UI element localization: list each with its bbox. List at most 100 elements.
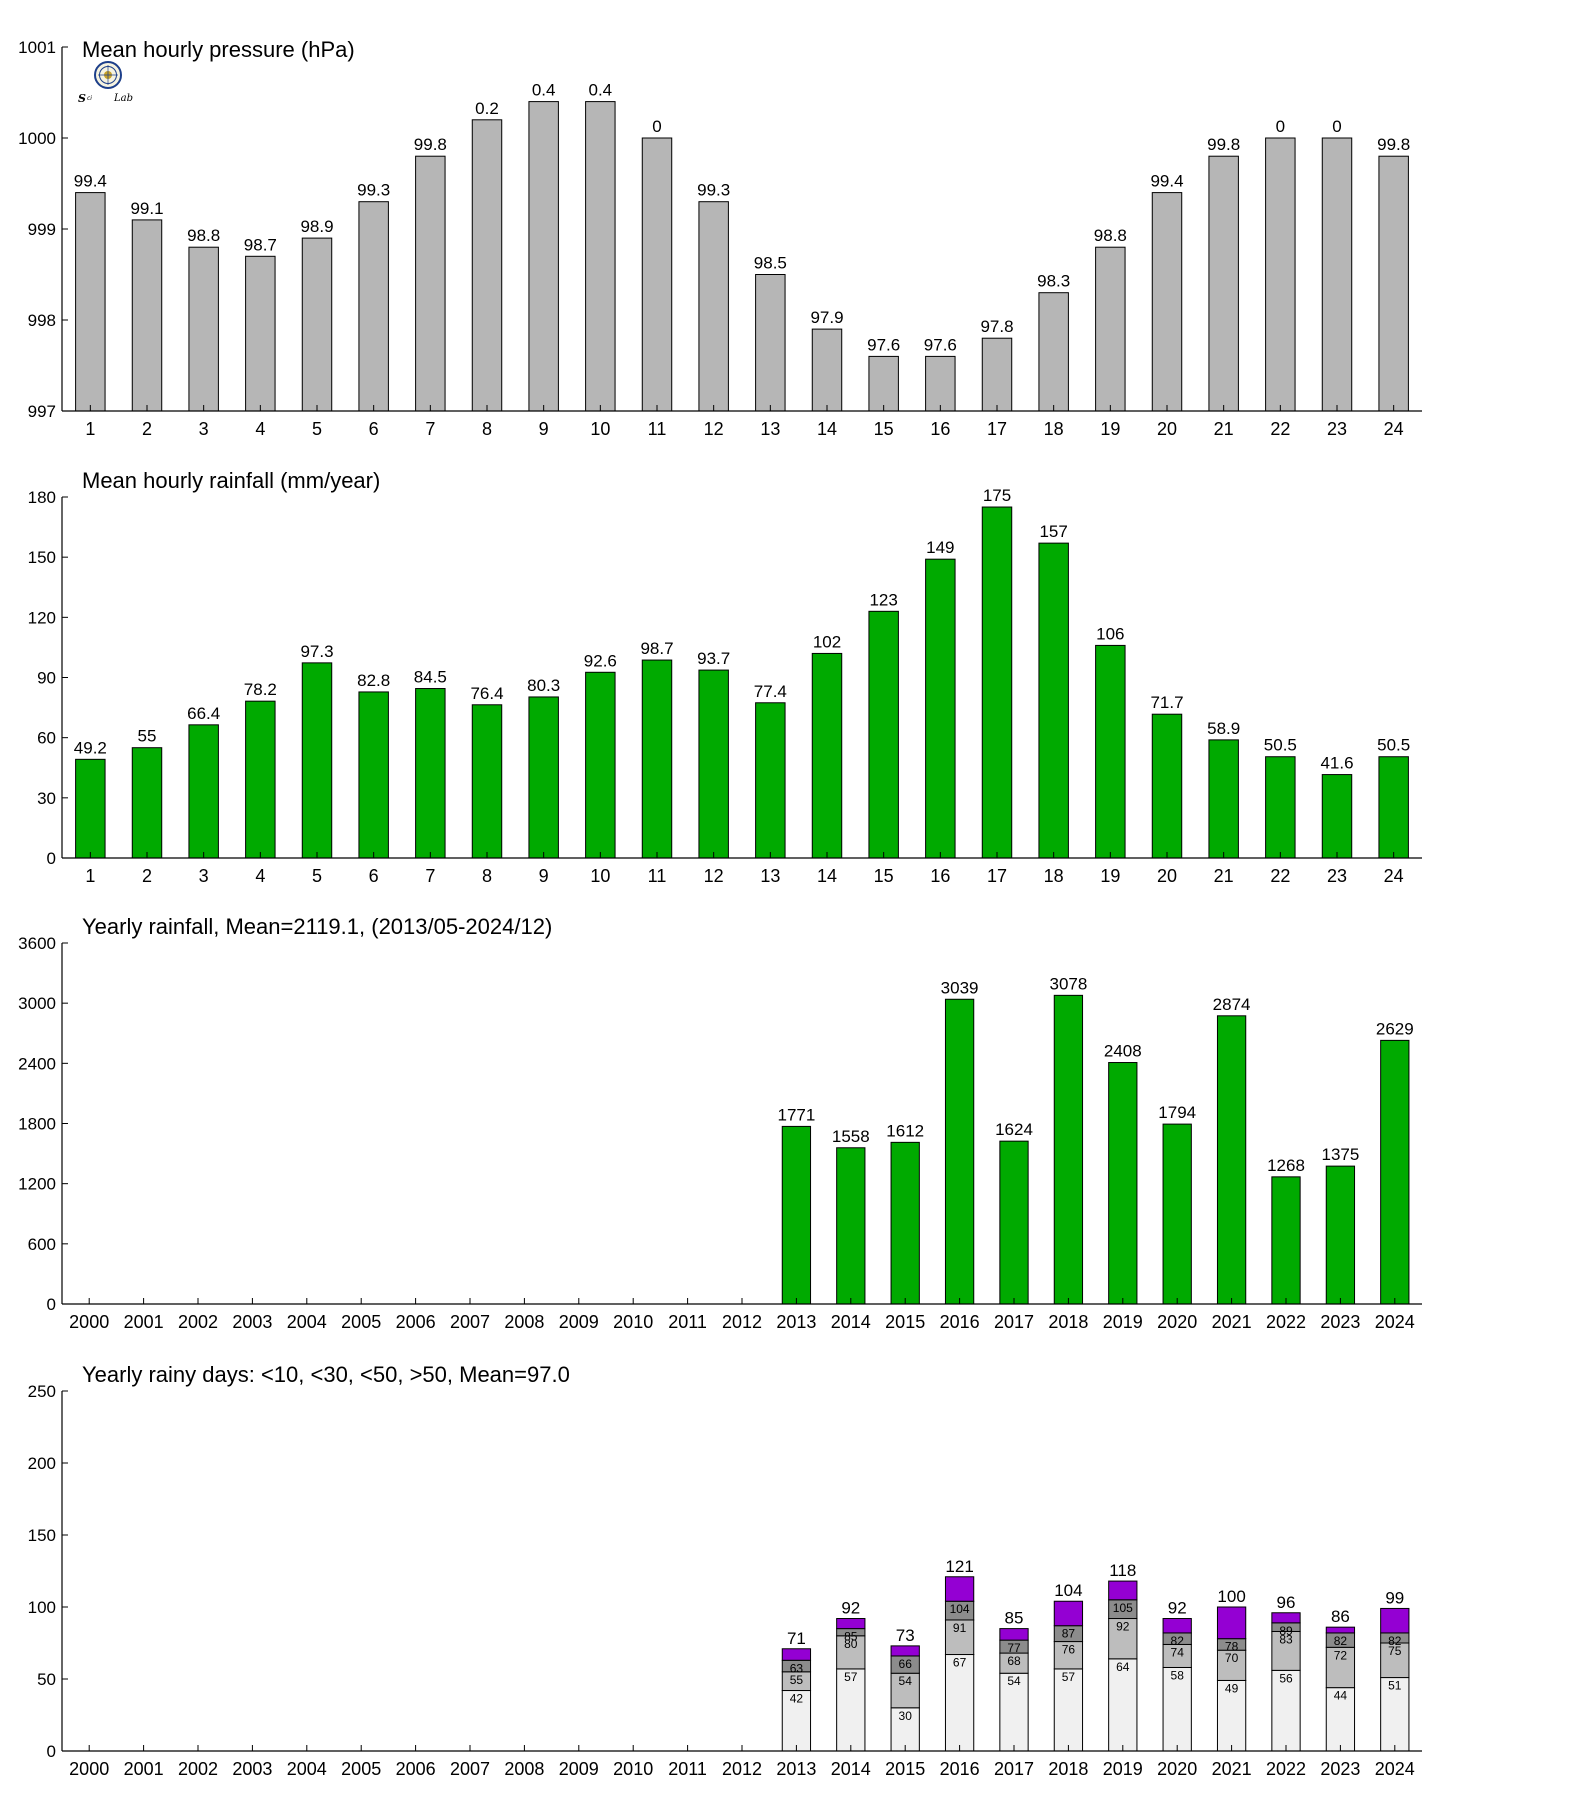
svg-text:S: S [78, 92, 86, 105]
x-tick-label: 13 [760, 419, 780, 439]
x-tick-label: 15 [874, 866, 894, 886]
x-tick-label: 24 [1384, 866, 1404, 886]
bar-segment [999, 1672, 1029, 1752]
bar [1162, 1123, 1192, 1305]
bar [811, 652, 843, 859]
y-tick-label: 0 [47, 1295, 56, 1314]
chart-title: Mean hourly pressure (hPa) [82, 37, 355, 62]
bar [301, 662, 333, 859]
x-tick-label: 2 [142, 866, 152, 886]
bar-segment [890, 1645, 920, 1657]
bar [1380, 1039, 1410, 1305]
bar-value-label: 92.6 [584, 651, 617, 670]
x-tick-label: 2017 [994, 1312, 1034, 1332]
bar-value-label: 123 [869, 590, 897, 609]
bar [471, 119, 503, 412]
bar [925, 355, 956, 412]
segment-label: 58 [1171, 1668, 1185, 1682]
x-tick-label: 8 [482, 866, 492, 886]
x-tick-label: 10 [590, 866, 610, 886]
bar-value-label: 55 [138, 727, 157, 746]
x-tick-label: 2019 [1103, 1312, 1143, 1332]
bar-value-label: 93.7 [697, 649, 730, 668]
total-label: 104 [1054, 1581, 1082, 1600]
total-label: 118 [1109, 1561, 1136, 1580]
x-tick-label: 2014 [831, 1312, 871, 1332]
bar-value-label: 1771 [777, 1105, 815, 1124]
x-tick-label: 2003 [232, 1312, 272, 1332]
x-tick-label: 22 [1270, 419, 1290, 439]
x-tick-label: 4 [255, 866, 265, 886]
hourly-rainfall-panel: Mean hourly rainfall (mm/year)0306090120… [28, 468, 1422, 886]
x-tick-label: 2006 [396, 1312, 436, 1332]
bar [1038, 542, 1069, 859]
y-tick-label: 600 [28, 1235, 56, 1254]
bar-value-label: 49.2 [74, 738, 107, 757]
x-tick-label: 7 [425, 419, 435, 439]
x-tick-label: 2012 [722, 1759, 762, 1779]
x-tick-label: 2022 [1266, 1759, 1306, 1779]
segment-label: 63 [790, 1661, 804, 1675]
x-tick-label: 2013 [776, 1759, 816, 1779]
x-tick-label: 2018 [1048, 1759, 1088, 1779]
bar [1151, 713, 1183, 859]
x-tick-label: 2023 [1320, 1759, 1360, 1779]
bar-segment [1380, 1607, 1410, 1634]
x-tick-label: 2017 [994, 1759, 1034, 1779]
bar [641, 659, 673, 859]
segment-label: 51 [1388, 1679, 1402, 1693]
bar-value-label: 50.5 [1264, 736, 1297, 755]
bar-value-label: 99.3 [357, 181, 390, 200]
bar-value-label: 71.7 [1150, 693, 1183, 712]
bar-value-label: 0.4 [589, 81, 613, 100]
bar [585, 101, 616, 412]
x-tick-label: 10 [590, 419, 610, 439]
y-tick-label: 50 [37, 1670, 56, 1689]
bar-value-label: 99.8 [1377, 135, 1410, 154]
y-tick-label: 200 [28, 1454, 56, 1473]
bar [358, 201, 389, 412]
segment-label: 42 [790, 1692, 804, 1706]
y-tick-label: 1001 [18, 38, 56, 57]
segment-label: 57 [844, 1670, 858, 1684]
segment-label: 67 [953, 1656, 967, 1670]
x-tick-label: 2004 [287, 1759, 327, 1779]
bar-value-label: 50.5 [1377, 736, 1410, 755]
segment-label: 82 [1171, 1634, 1185, 1648]
bar-value-label: 84.5 [414, 668, 447, 687]
bar-value-label: 98.7 [640, 639, 673, 658]
x-tick-label: 14 [817, 419, 837, 439]
bar-value-label: 97.3 [300, 642, 333, 661]
x-tick-label: 19 [1100, 866, 1120, 886]
x-tick-label: 2006 [396, 1759, 436, 1779]
segment-label: 68 [1007, 1654, 1021, 1668]
segment-label: 54 [899, 1674, 913, 1688]
bar-segment [1325, 1646, 1356, 1689]
y-tick-label: 100 [28, 1598, 56, 1617]
total-label: 86 [1331, 1607, 1350, 1626]
bar [944, 998, 975, 1305]
bar [836, 1147, 866, 1305]
x-tick-label: 2022 [1266, 1312, 1306, 1332]
x-tick-label: 21 [1214, 866, 1234, 886]
x-tick-label: 6 [369, 419, 379, 439]
rainy-days-panel: Yearly rainy days: <10, <30, <50, >50, M… [28, 1362, 1422, 1779]
bar [868, 610, 899, 859]
x-tick-label: 8 [482, 419, 492, 439]
bar-segment [1162, 1618, 1192, 1634]
segment-label: 66 [899, 1657, 913, 1671]
bar [1108, 1062, 1138, 1305]
y-tick-label: 1800 [18, 1115, 56, 1134]
segment-label: 87 [1062, 1627, 1076, 1641]
bar [981, 337, 1013, 412]
segment-label: 82 [1388, 1634, 1402, 1648]
x-tick-label: 14 [817, 866, 837, 886]
bar [999, 1140, 1029, 1305]
x-tick-label: 2001 [124, 1759, 164, 1779]
y-tick-label: 0 [47, 849, 56, 868]
y-tick-label: 998 [28, 311, 56, 330]
total-label: 96 [1277, 1593, 1296, 1612]
segment-label: 76 [1062, 1643, 1076, 1657]
bar-value-label: 98.9 [300, 217, 333, 236]
